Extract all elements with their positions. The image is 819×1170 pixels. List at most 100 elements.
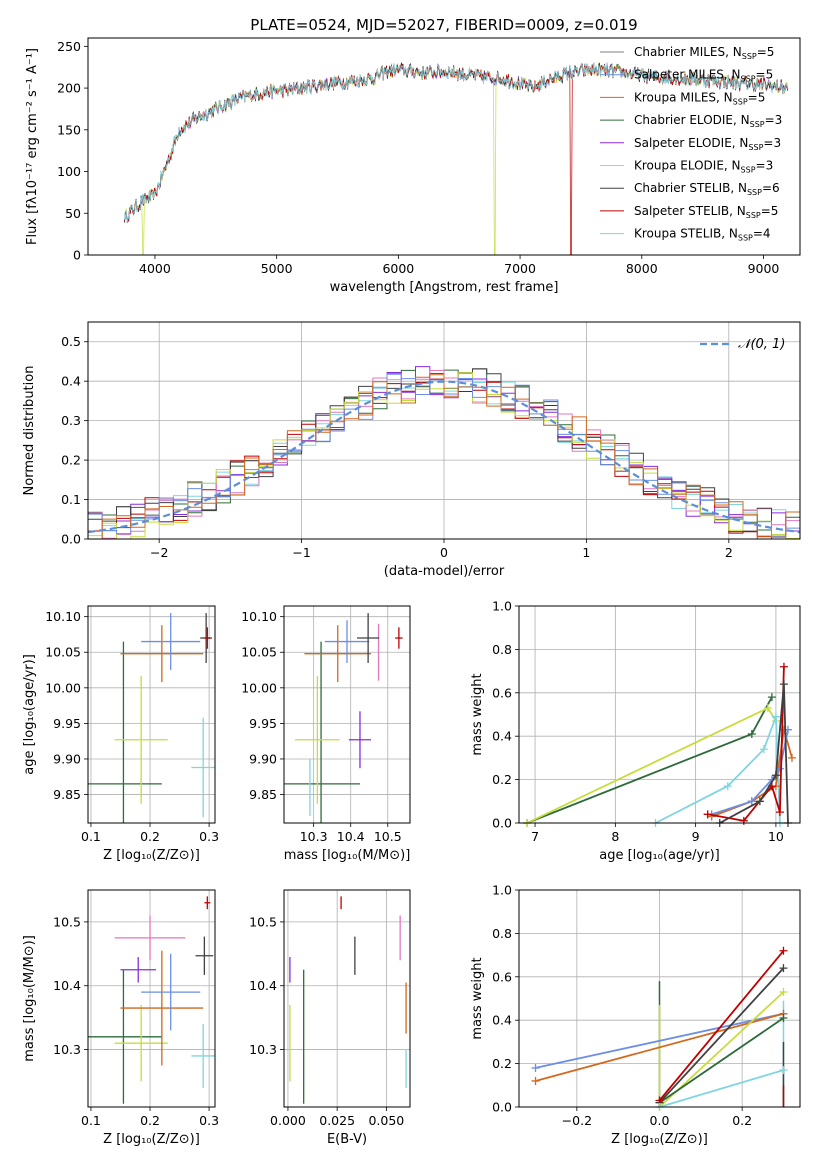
x-tick-label: 0.2 — [140, 829, 160, 844]
panels: 4000 5000 6000 7000 8000 9000050100150200250w… — [22, 37, 801, 1147]
x-tick-label: 9 — [692, 829, 700, 844]
legend-count: =4 — [753, 227, 771, 241]
x-tick-label: −1 — [292, 545, 310, 560]
x-tick-label: 10 — [768, 829, 784, 844]
x-tick-label: 0.2 — [140, 1113, 160, 1128]
y-axis-label: Flux [fλ10⁻¹⁷ erg cm⁻² s⁻¹ A⁻¹] — [25, 48, 40, 245]
legend-entry: Kroupa STELIB, NSSP=4 — [634, 227, 771, 243]
panel-5: 0.1 0.2 0.3 10.3 10.4 10.5 Z [log₁₀(Z/Z⊙)] mass… — [22, 889, 219, 1147]
y-axis-label: age [log₁₀(age/yr)] — [22, 654, 37, 775]
legend-entry: 𝒩(0, 1) — [738, 337, 785, 352]
y-tick-label: 10.00 — [241, 680, 277, 695]
x-tick-label: 0.3 — [199, 1113, 219, 1128]
y-tick-label: 10.10 — [241, 609, 277, 624]
y-tick-label: 0.2 — [61, 453, 81, 468]
axes-frame — [87, 605, 216, 824]
legend-name: Kroupa MILES, N — [634, 90, 733, 104]
y-tick-label: 10.3 — [249, 1042, 277, 1057]
panel-6: 0.000 0.025 0.050 10.3 10.4 10.5 E(B-V) — [249, 889, 411, 1147]
mass-weight-line — [659, 1069, 784, 1107]
x-tick-label: 9000 — [748, 261, 780, 276]
y-tick-label: 9.90 — [249, 751, 277, 766]
y-tick-label: 9.85 — [53, 787, 81, 802]
y-tick-label: 10.4 — [53, 978, 81, 993]
legend-entry: Kroupa MILES, NSSP=5 — [634, 90, 765, 106]
mass-weight-line — [658, 950, 785, 1102]
y-tick-label: 10.4 — [249, 978, 277, 993]
x-tick-label: 8 — [611, 829, 619, 844]
x-axis-label: Z [log₁₀(Z/Z⊙)] — [103, 1132, 200, 1147]
y-tick-label: 10.10 — [45, 609, 81, 624]
y-tick-label: 150 — [57, 122, 81, 137]
y-tick-label: 10.00 — [45, 680, 81, 695]
axes-frame — [518, 605, 801, 824]
mass-weight-line — [658, 1017, 785, 1104]
x-axis-label: Z [log₁₀(Z/Z⊙)] — [103, 848, 200, 863]
legend-count: =3 — [763, 136, 781, 150]
x-tick-label: 0.1 — [81, 1113, 101, 1128]
legend-name: Salpeter MILES, N — [634, 68, 741, 82]
data-point-marker — [779, 946, 788, 955]
legend-count: =5 — [756, 68, 774, 82]
data-point-marker — [779, 1014, 788, 1023]
legend-entry: Salpeter STELIB, NSSP=5 — [634, 204, 778, 220]
x-tick-label: 4000 — [139, 261, 171, 276]
x-tick-label: 10.3 — [300, 829, 328, 844]
histogram-step — [88, 366, 800, 539]
axes-frame — [283, 605, 411, 824]
figure-title: PLATE=0524, MJD=52027, FIBERID=0009, z=0… — [250, 16, 637, 34]
y-tick-label: 10.3 — [53, 1042, 81, 1057]
x-tick-label: 6000 — [382, 261, 414, 276]
legend-entry: Chabrier MILES, NSSP=5 — [634, 45, 774, 61]
x-axis-label: (data-model)/error — [384, 564, 505, 579]
data-point-marker — [723, 782, 732, 791]
data-point-marker — [531, 1063, 540, 1072]
histogram-step — [88, 374, 800, 539]
y-tick-label: 0.0 — [61, 532, 81, 547]
y-tick-label: 9.95 — [249, 716, 277, 731]
legend-name: Salpeter STELIB, N — [634, 204, 746, 218]
y-tick-label: 9.95 — [53, 716, 81, 731]
legend-name: Kroupa ELODIE, N — [634, 159, 741, 173]
legend-subscript: SSP — [733, 97, 748, 106]
y-tick-label: 250 — [57, 39, 81, 54]
y-tick-label: 100 — [57, 164, 81, 179]
x-tick-label: 0.2 — [732, 1113, 752, 1128]
y-axis-label: mass weight — [470, 957, 485, 1039]
y-tick-label: 9.85 — [249, 787, 277, 802]
data-point-marker — [747, 797, 756, 806]
x-tick-label: −2 — [150, 545, 168, 560]
data-point-marker — [779, 987, 788, 996]
data-point-marker — [771, 712, 780, 721]
x-tick-label: 7 — [531, 829, 539, 844]
histogram-step — [88, 368, 800, 539]
data-point-marker — [767, 693, 776, 702]
legend-subscript: SSP — [747, 188, 762, 197]
legend-entry: Salpeter ELODIE, NSSP=3 — [634, 136, 781, 152]
x-tick-label: −0.2 — [562, 1113, 592, 1128]
y-tick-label: 0.6 — [492, 685, 512, 700]
legend-count: =5 — [748, 90, 766, 104]
data-point-marker — [775, 808, 784, 817]
data-point-marker — [747, 730, 756, 739]
panel-0: 4000 5000 6000 7000 8000 9000 0 50 100 150 200 250 w… — [25, 37, 801, 295]
data-point-marker — [779, 680, 788, 689]
panel-7: −0.2 0.0 0.2 0.0 0.2 0.4 0.6 0.8 1.0 Z [log₁₀(Z/Z… — [470, 883, 801, 1147]
y-tick-label: 1.0 — [492, 599, 512, 614]
x-tick-label: 8000 — [626, 261, 658, 276]
mass-weight-line — [707, 666, 785, 822]
y-tick-label: 0.6 — [492, 969, 512, 984]
legend-subscript: SSP — [738, 234, 753, 243]
legend-count: =5 — [757, 45, 775, 59]
y-tick-label: 10.05 — [241, 645, 277, 660]
x-tick-label: 0 — [440, 545, 448, 560]
x-tick-label: 2 — [725, 545, 733, 560]
data-point-marker — [531, 1076, 540, 1085]
data-point-marker — [755, 797, 764, 806]
x-tick-label: 10.4 — [337, 829, 365, 844]
x-tick-label: 0.000 — [270, 1113, 306, 1128]
mass-weight-line — [535, 1012, 784, 1069]
legend-subscript: SSP — [746, 211, 761, 220]
x-tick-label: 10.5 — [374, 829, 402, 844]
